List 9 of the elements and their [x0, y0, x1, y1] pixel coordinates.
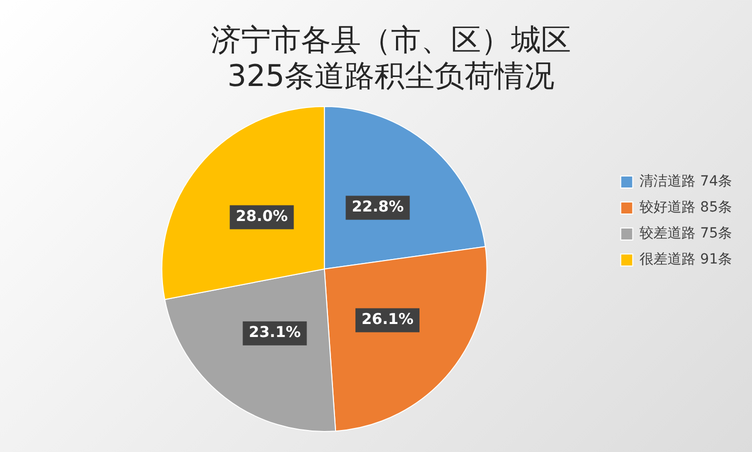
data-label: 26.1% [361, 310, 414, 328]
data-label: 28.0% [236, 207, 288, 226]
data-label: 23.1% [248, 323, 301, 342]
chart-title: 济宁市各县（市、区）城区 325条道路积尘负荷情况 [211, 22, 571, 94]
legend-label: 较差道路 75条 [640, 226, 732, 242]
data-label: 22.8% [352, 198, 404, 216]
legend-label: 很差道路 91条 [640, 252, 732, 268]
legend-label: 清洁道路 74条 [640, 174, 732, 190]
legend-label: 较好道路 85条 [640, 200, 732, 216]
